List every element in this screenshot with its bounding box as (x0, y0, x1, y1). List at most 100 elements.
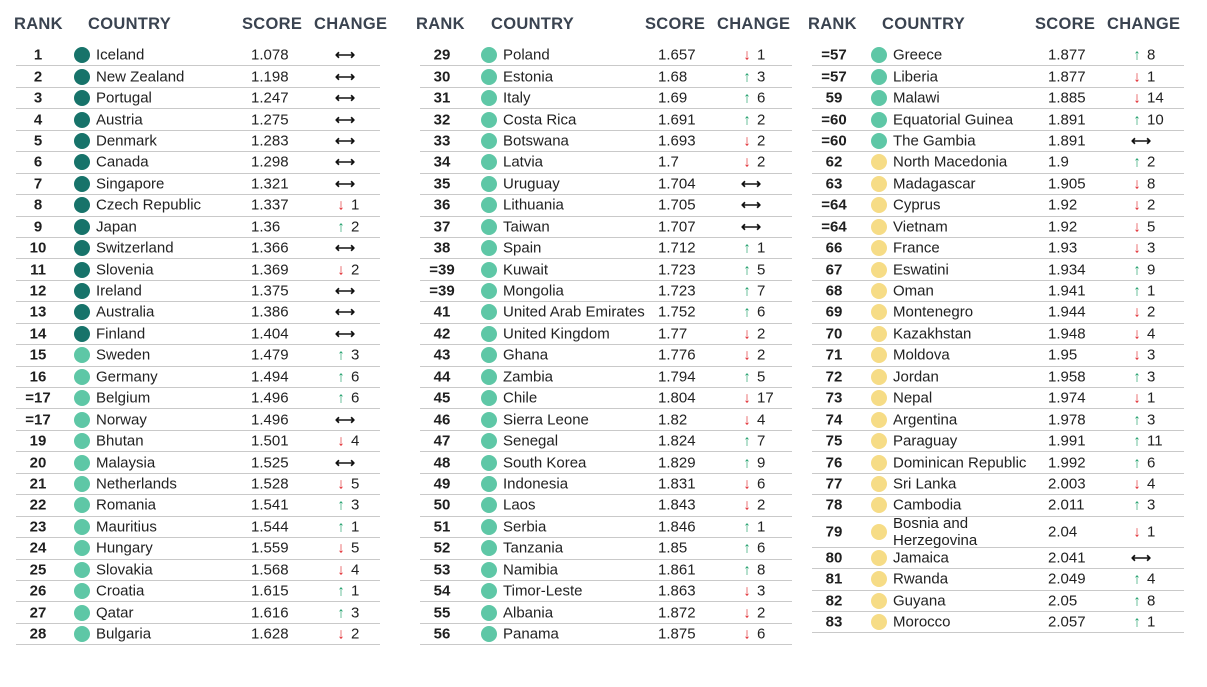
change-value: 9 (1147, 261, 1156, 279)
country-cell: Portugal (96, 89, 152, 107)
score-cell: 1.831 (658, 475, 696, 493)
country-cell: Liberia (893, 68, 939, 86)
table-row: 47 Senegal 1.824 ↑ 7 (420, 431, 792, 453)
change-cell: ⟷ (334, 454, 356, 471)
change-cell: ↓ 2 (740, 132, 765, 149)
arrow-down-icon: ↓ (337, 561, 345, 579)
country-cell: Botswana (503, 132, 569, 150)
no-change-icon: ⟷ (334, 282, 356, 299)
country-cell: Iceland (96, 46, 145, 64)
country-cell: Lithuania (503, 196, 564, 214)
change-value: 6 (757, 303, 766, 321)
peace-level-dot-icon (74, 175, 90, 192)
change-value: 2 (1147, 303, 1156, 321)
arrow-down-icon: ↓ (337, 625, 345, 643)
peace-level-dot-icon (871, 240, 887, 257)
country-cell: Greece (893, 46, 943, 64)
arrow-down-icon: ↓ (1133, 239, 1141, 257)
peace-level-dot-icon (74, 390, 90, 407)
peace-level-dot-icon (871, 132, 887, 149)
change-cell: ↓ 1 (334, 197, 359, 214)
table-row: 79 Bosnia and Herzegovina 2.04 ↓ 1 (812, 515, 1184, 549)
country-cell: Moldova (893, 346, 950, 364)
ranking-column-2: RANK COUNTRY SCORE CHANGE 29 Poland 1.657 ↓… (416, 0, 792, 687)
rank-cell: 31 (433, 89, 451, 107)
rank-cell: 10 (29, 239, 47, 257)
country-cell: Indonesia (503, 475, 569, 493)
arrow-up-icon: ↑ (743, 303, 751, 321)
rank-cell: 5 (33, 132, 43, 150)
country-cell: Japan (96, 218, 137, 236)
change-value: 11 (1147, 432, 1163, 450)
arrow-down-icon: ↓ (743, 475, 751, 493)
arrow-up-icon: ↑ (743, 432, 751, 450)
arrow-up-icon: ↑ (337, 604, 345, 622)
change-cell: ↓ 5 (334, 475, 359, 492)
peace-level-dot-icon (481, 283, 497, 300)
peace-level-dot-icon (481, 197, 497, 214)
table-row: 25 Slovakia 1.568 ↓ 4 (16, 560, 380, 581)
change-cell: ↑ 5 (740, 261, 765, 278)
rank-cell: 25 (29, 561, 47, 579)
ranking-rows: 1 Iceland 1.078 ⟷ 2 New Zealand 1.198 ⟷ 3 Portuga… (16, 45, 380, 646)
score-cell: 1.366 (251, 239, 289, 257)
arrow-up-icon: ↑ (1133, 261, 1141, 279)
change-value: 4 (1147, 325, 1156, 343)
rank-cell: =60 (821, 111, 847, 129)
rank-cell: 74 (825, 411, 843, 429)
peace-level-dot-icon (481, 368, 497, 385)
arrow-down-icon: ↓ (743, 582, 751, 600)
score-cell: 1.875 (658, 625, 696, 643)
score-header: SCORE (1035, 15, 1096, 33)
country-cell: Finland (96, 325, 146, 343)
table-row: 70 Kazakhstan 1.948 ↓ 4 (812, 324, 1184, 346)
peace-level-dot-icon (74, 626, 90, 643)
table-row: 46 Sierra Leone 1.82 ↓ 4 (420, 409, 792, 431)
rank-cell: 1 (33, 46, 43, 64)
score-cell: 1.544 (251, 518, 289, 536)
country-cell: Poland (503, 46, 550, 64)
table-row: 35 Uruguay 1.704 ⟷ (420, 174, 792, 196)
change-cell: ↑ 1 (334, 518, 359, 535)
change-cell: ⟷ (334, 111, 356, 128)
change-cell: ⟷ (334, 154, 356, 171)
arrow-down-icon: ↓ (1133, 303, 1141, 321)
peace-level-dot-icon (871, 218, 887, 235)
change-value: 7 (757, 282, 766, 300)
table-row: 75 Paraguay 1.991 ↑ 11 (812, 431, 1184, 453)
arrow-up-icon: ↑ (337, 368, 345, 386)
rank-cell: 33 (433, 132, 451, 150)
table-row: =60 Equatorial Guinea 1.891 ↑ 10 (812, 109, 1184, 131)
rank-cell: 36 (433, 196, 451, 214)
country-cell: Malawi (893, 89, 940, 107)
rank-cell: 77 (825, 475, 843, 493)
change-value: 7 (757, 432, 766, 450)
arrow-down-icon: ↓ (1133, 218, 1141, 236)
change-cell: ⟷ (740, 175, 762, 192)
table-header: RANK COUNTRY SCORE CHANGE (14, 0, 387, 36)
peace-level-dot-icon (74, 261, 90, 278)
table-row: 20 Malaysia 1.525 ⟷ (16, 452, 380, 474)
table-row: 68 Oman 1.941 ↑ 1 (812, 281, 1184, 303)
ranking-column-3: RANK COUNTRY SCORE CHANGE =57 Greece 1.877… (808, 0, 1184, 687)
rank-cell: 26 (29, 582, 47, 600)
change-cell: ⟷ (740, 218, 762, 235)
rank-cell: 44 (433, 368, 451, 386)
ranking-rows: 29 Poland 1.657 ↓ 1 30 Estonia 1.68 ↑ 3 31 Italy 1.6… (420, 45, 792, 646)
country-cell: Romania (96, 496, 157, 514)
change-cell: ⟷ (334, 304, 356, 321)
score-cell: 1.375 (251, 282, 289, 300)
score-cell: 1.9 (1048, 153, 1069, 171)
table-row: 82 Guyana 2.05 ↑ 8 (812, 591, 1184, 612)
change-cell: ⟷ (334, 283, 356, 300)
change-value: 8 (1147, 592, 1156, 610)
country-cell: Dominican Republic (893, 454, 1027, 472)
change-value: 4 (351, 561, 360, 579)
peace-level-dot-icon (74, 111, 90, 128)
score-cell: 1.872 (658, 604, 696, 622)
change-header: CHANGE (717, 15, 791, 33)
rank-cell: 70 (825, 325, 843, 343)
peace-level-dot-icon (74, 433, 90, 450)
country-cell: Nepal (893, 389, 933, 407)
peace-level-dot-icon (74, 347, 90, 364)
